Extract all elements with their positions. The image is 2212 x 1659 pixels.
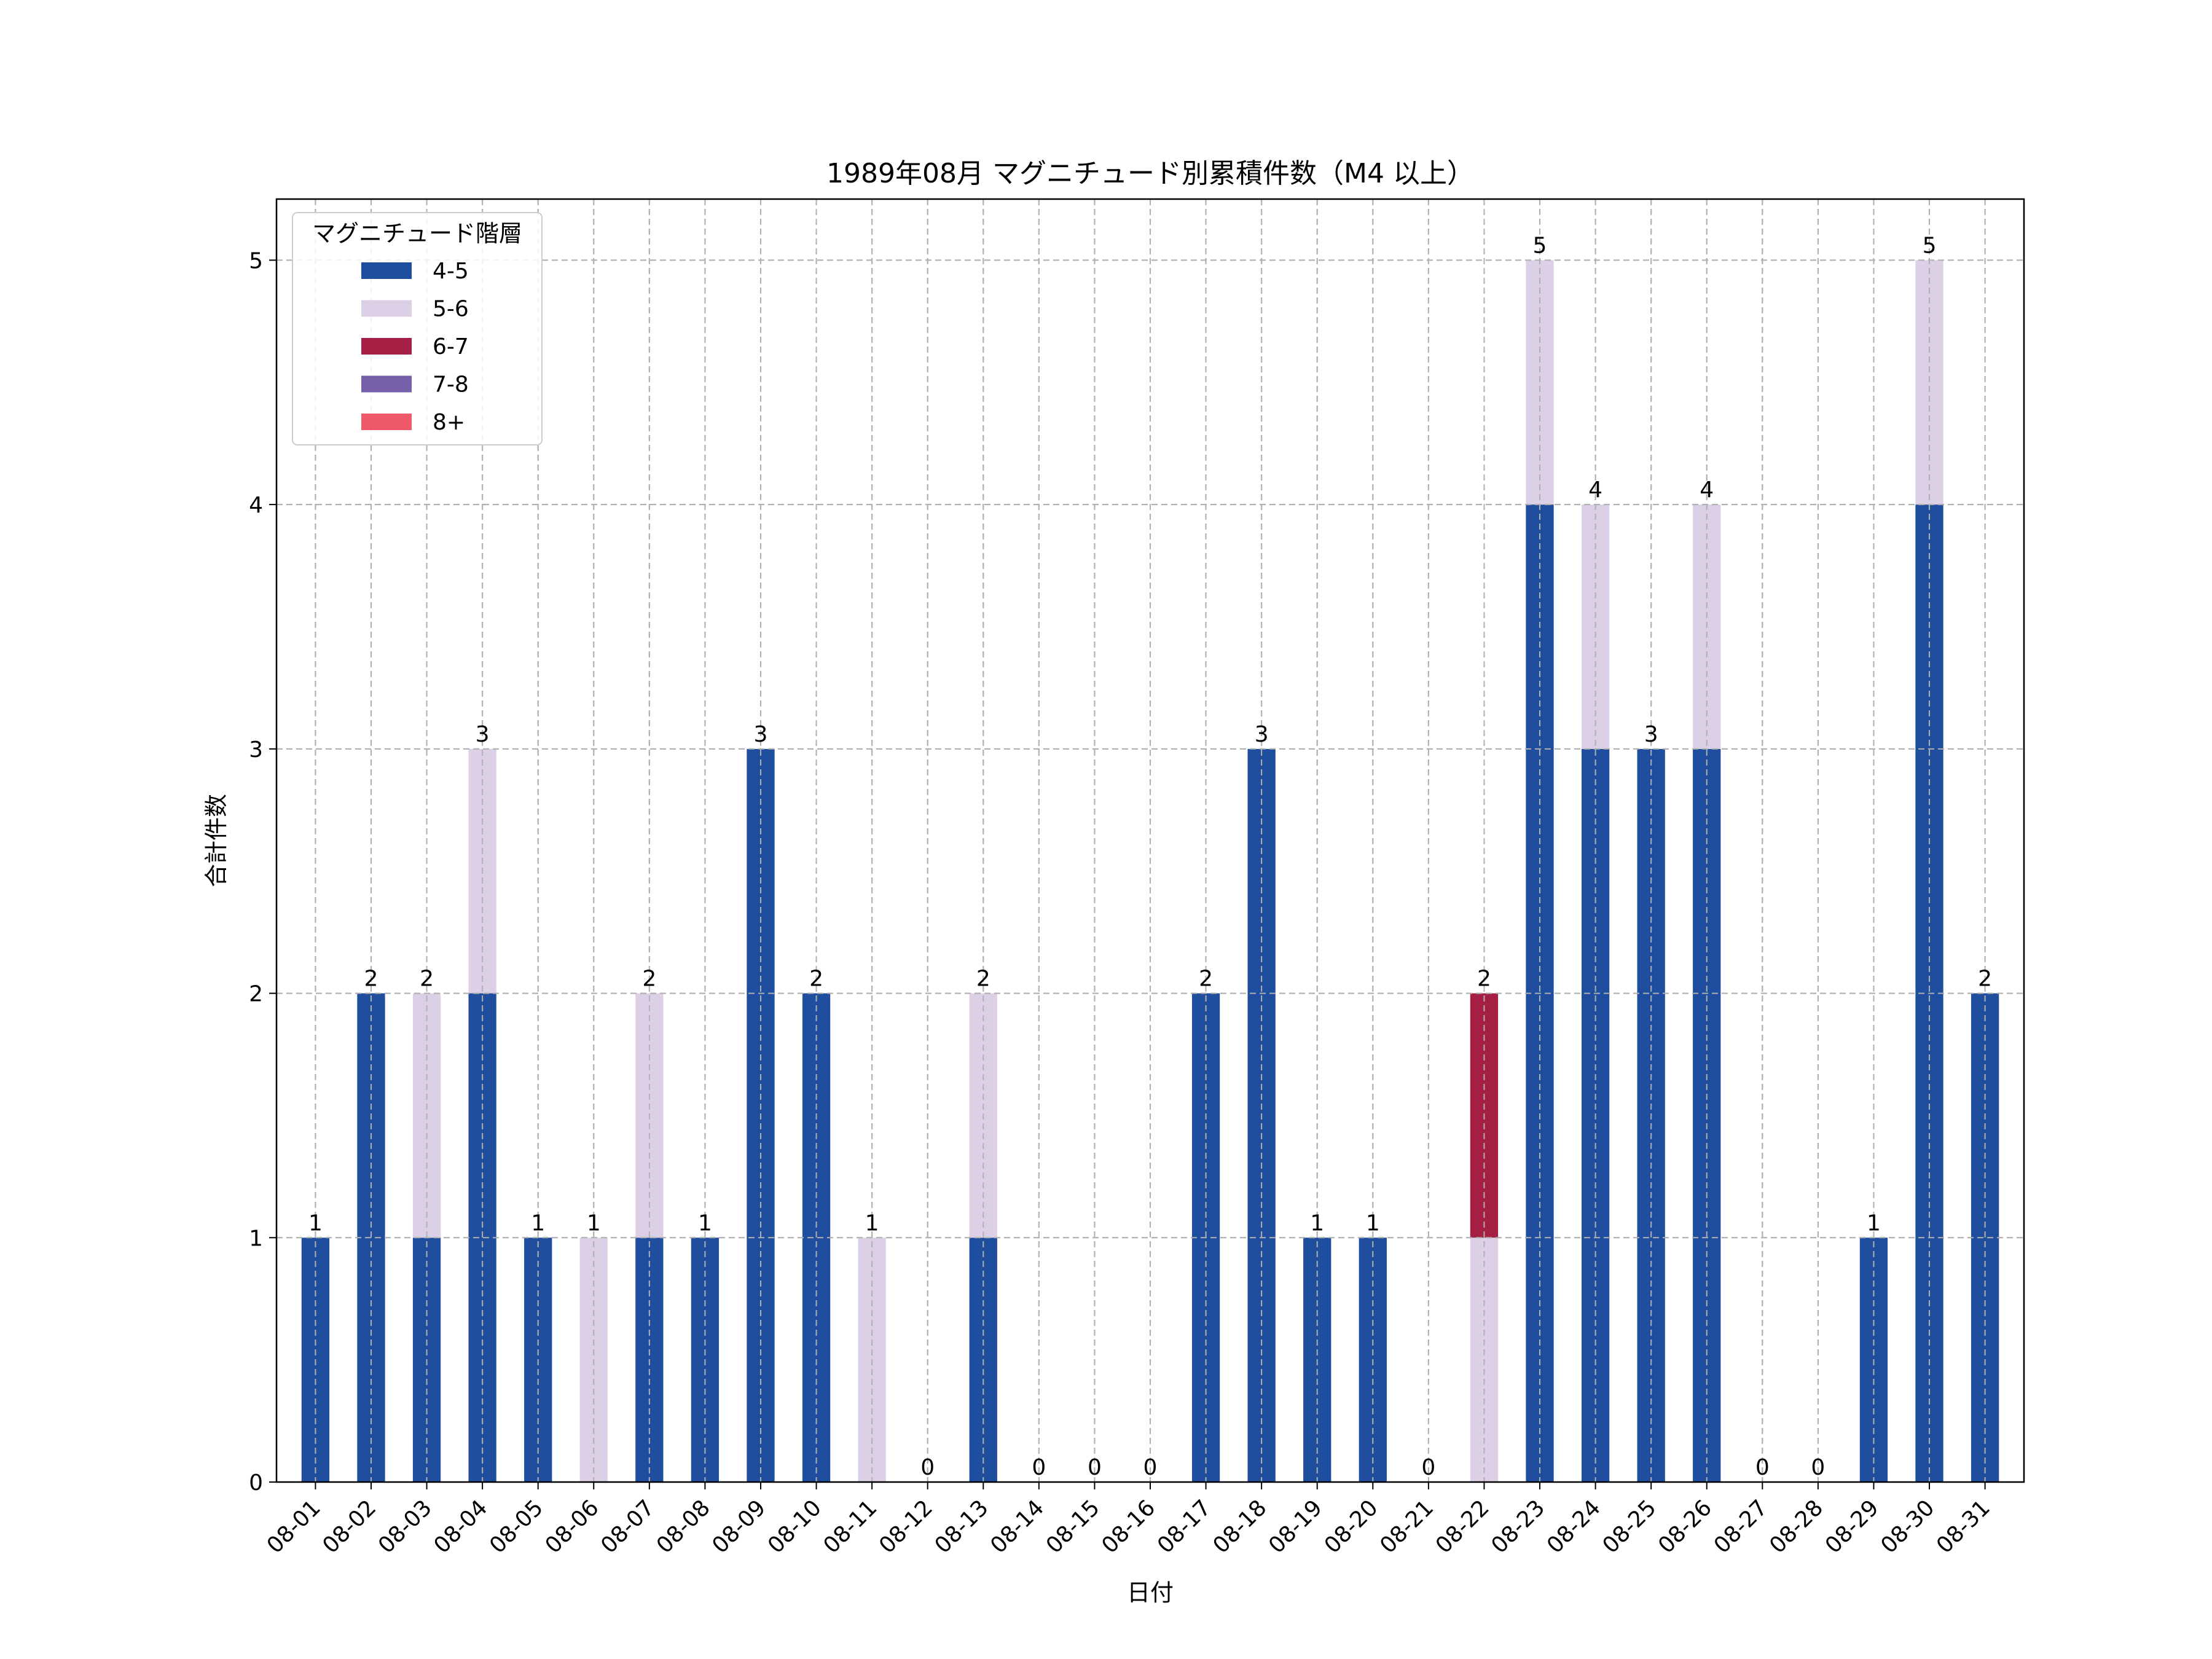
data-label: 2 (1978, 967, 1992, 992)
data-label: 1 (308, 1210, 323, 1236)
y-tick-label: 2 (249, 982, 263, 1007)
x-tick-label: 08-05 (485, 1495, 548, 1558)
y-tick-label: 3 (249, 737, 263, 763)
x-tick-label: 08-14 (986, 1495, 1049, 1558)
legend: マグニチュード階層 4-5 5-6 6-7 7-8 8+ (292, 212, 543, 445)
legend-entry: 4-5 (433, 259, 469, 284)
data-label: 2 (642, 967, 656, 992)
data-label: 0 (1421, 1455, 1435, 1480)
data-label: 0 (1755, 1455, 1770, 1480)
x-tick-label: 08-09 (707, 1495, 771, 1558)
x-tick-label: 08-27 (1709, 1495, 1773, 1558)
legend-entry: 7-8 (433, 372, 469, 398)
data-label: 0 (920, 1455, 935, 1480)
x-tick-label: 08-01 (262, 1495, 326, 1558)
y-tick-label: 1 (249, 1226, 263, 1251)
data-label: 0 (1811, 1455, 1825, 1480)
x-tick-label: 08-28 (1765, 1495, 1828, 1558)
x-tick-label: 08-29 (1821, 1495, 1884, 1558)
data-label: 2 (1199, 967, 1213, 992)
data-label: 5 (1923, 233, 1937, 258)
x-tick-label: 08-20 (1320, 1495, 1383, 1558)
x-tick-label: 08-02 (318, 1495, 381, 1558)
x-tick-label: 08-12 (874, 1495, 938, 1558)
x-tick-label: 08-24 (1542, 1495, 1606, 1558)
data-label: 1 (1310, 1210, 1324, 1236)
data-label: 0 (1088, 1455, 1102, 1480)
legend-swatch (361, 414, 412, 430)
y-tick-label: 0 (249, 1470, 263, 1496)
x-tick-label: 08-04 (429, 1495, 493, 1558)
data-label: 2 (809, 967, 823, 992)
x-tick-label: 08-11 (819, 1495, 882, 1558)
x-tick-label: 08-03 (374, 1495, 437, 1558)
x-tick-label: 08-17 (1153, 1495, 1216, 1558)
legend-entry: 6-7 (433, 334, 469, 359)
x-tick-label: 08-07 (596, 1495, 659, 1558)
x-tick-label: 08-13 (930, 1495, 994, 1558)
x-tick-label: 08-18 (1209, 1495, 1272, 1558)
data-label: 3 (476, 722, 490, 747)
data-label: 3 (1255, 722, 1269, 747)
data-labels: 1 2 2 3 1 1 2 1 3 2 1 0 2 0 0 0 2 3 1 1 0 2 5 4 3 4 0 0 1 5 2 (308, 233, 1992, 1480)
data-label: 1 (698, 1210, 712, 1236)
legend-entry: 8+ (433, 410, 465, 435)
data-label: 1 (587, 1210, 601, 1236)
legend-swatch (361, 375, 412, 393)
legend-frame (292, 212, 543, 445)
data-label: 1 (865, 1210, 879, 1236)
data-label: 0 (1032, 1455, 1046, 1480)
data-label: 2 (976, 967, 990, 992)
legend-swatch (361, 300, 412, 317)
x-tick-label: 08-10 (763, 1495, 826, 1558)
x-tick-label: 08-06 (541, 1495, 604, 1558)
x-tick-label: 08-25 (1598, 1495, 1661, 1558)
y-tick-label: 5 (249, 248, 263, 273)
legend-entry: 5-6 (433, 297, 469, 322)
y-tick-label: 4 (249, 493, 263, 518)
data-label: 3 (754, 722, 768, 747)
chart-title: 1989年08月 マグニチュード別累積件数（M4 以上） (826, 158, 1474, 189)
data-label: 1 (1867, 1210, 1881, 1236)
x-tick-label: 08-16 (1097, 1495, 1160, 1558)
legend-swatch (361, 338, 412, 355)
data-label: 3 (1644, 722, 1658, 747)
x-tick-label: 08-23 (1486, 1495, 1550, 1558)
x-tick-label: 08-31 (1932, 1495, 1995, 1558)
x-axis-label: 日付 (1127, 1579, 1174, 1606)
grid-overlay (276, 199, 2024, 1482)
data-label: 4 (1700, 477, 1714, 503)
x-tick-label: 08-22 (1431, 1495, 1494, 1558)
legend-title: マグニチュード階層 (312, 220, 522, 247)
data-label: 2 (1477, 967, 1491, 992)
data-label: 0 (1143, 1455, 1158, 1480)
x-tick-label: 08-15 (1041, 1495, 1105, 1558)
y-axis-label: 合計件数 (203, 794, 230, 887)
data-label: 2 (420, 967, 434, 992)
legend-items: 4-5 5-6 6-7 7-8 8+ (361, 259, 469, 435)
x-tick-label: 08-08 (652, 1495, 715, 1558)
data-label: 1 (1366, 1210, 1380, 1236)
x-tick-label: 08-26 (1653, 1495, 1717, 1558)
legend-swatch (361, 262, 412, 279)
data-label: 2 (364, 967, 378, 992)
data-label: 1 (531, 1210, 545, 1236)
data-label: 4 (1588, 477, 1602, 503)
x-tick-label: 08-19 (1264, 1495, 1327, 1558)
x-tick-label: 08-21 (1375, 1495, 1438, 1558)
x-tick-label: 08-30 (1876, 1495, 1939, 1558)
data-label: 5 (1533, 233, 1547, 258)
